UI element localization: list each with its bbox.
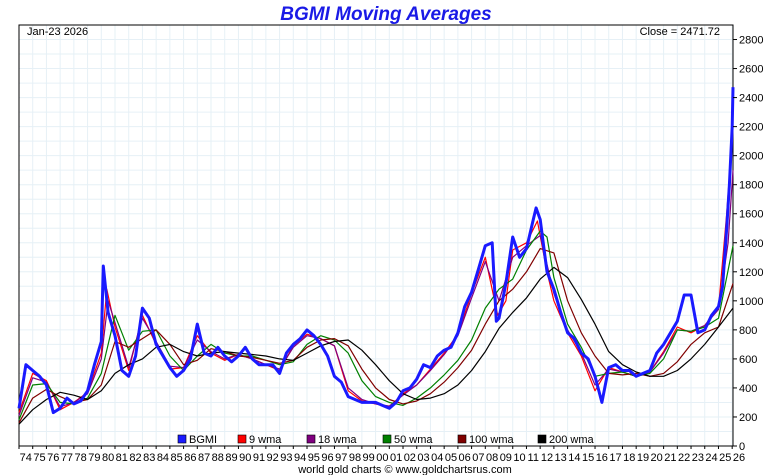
footer-credit: world gold charts © www.goldchartsrus.co… <box>297 464 512 475</box>
legend-label: 18 wma <box>318 434 357 446</box>
legend-label: 50 wma <box>394 434 433 446</box>
y-tick-label: 600 <box>739 354 757 366</box>
y-tick-label: 1400 <box>739 238 763 250</box>
y-tick-label: 2600 <box>739 64 763 76</box>
y-tick-label: 1000 <box>739 296 763 308</box>
y-tick-label: 1200 <box>739 267 763 279</box>
legend-label: 100 wma <box>469 434 515 446</box>
gridlines <box>18 24 733 447</box>
x-tick-label: 87 <box>198 452 210 464</box>
x-tick-label: 76 <box>47 452 59 464</box>
y-tick-label: 400 <box>739 383 757 395</box>
x-tick-label: 12 <box>541 452 553 464</box>
date-label: Jan-23 2026 <box>27 26 88 38</box>
x-tick-label: 85 <box>171 452 183 464</box>
x-tick-label: 04 <box>431 452 443 464</box>
x-tick-label: 15 <box>582 452 594 464</box>
x-tick-label: 11 <box>528 452 539 464</box>
x-tick-label: 82 <box>129 452 141 464</box>
x-tick-label: 74 <box>20 452 32 464</box>
legend-swatch <box>537 434 547 444</box>
y-tick-label: 2400 <box>739 93 763 105</box>
series-line-bgmi <box>17 87 735 415</box>
x-tick-label: 10 <box>513 452 525 464</box>
x-tick-label: 01 <box>390 452 402 464</box>
x-tick-label: 05 <box>445 452 457 464</box>
x-tick-label: 00 <box>376 452 388 464</box>
chart-title: BGMI Moving Averages <box>280 4 492 25</box>
x-tick-label: 79 <box>88 452 100 464</box>
x-tick-label: 21 <box>664 452 676 464</box>
x-tick-label: 25 <box>719 452 731 464</box>
x-tick-label: 20 <box>651 452 663 464</box>
legend-label: 9 wma <box>249 434 282 446</box>
x-tick-label: 09 <box>500 452 512 464</box>
x-tick-label: 06 <box>459 452 471 464</box>
legend-label: 200 wma <box>549 434 595 446</box>
x-tick-label: 84 <box>157 452 169 464</box>
x-tick-label: 86 <box>184 452 196 464</box>
x-tick-label: 94 <box>294 452 306 464</box>
x-tick-label: 98 <box>349 452 361 464</box>
x-tick-label: 91 <box>253 452 265 464</box>
x-tick-label: 13 <box>555 452 567 464</box>
x-tick-label: 22 <box>678 452 690 464</box>
x-tick-label: 03 <box>417 452 429 464</box>
legend-label: BGMI <box>189 434 217 446</box>
x-tick-label: 81 <box>116 452 128 464</box>
x-tick-label: 93 <box>280 452 292 464</box>
x-tick-label: 19 <box>637 452 649 464</box>
y-tick-label: 2800 <box>739 35 763 47</box>
y-axis-ticks: 0 200 400 600 800 1000 1200 1400 1600 1800 2000 220… <box>733 35 763 453</box>
y-tick-label: 1600 <box>739 209 763 221</box>
x-tick-label: 95 <box>308 452 320 464</box>
x-tick-label: 97 <box>335 452 347 464</box>
legend-swatch <box>177 434 187 444</box>
series-group <box>17 87 735 425</box>
x-tick-label: 16 <box>596 452 608 464</box>
y-tick-label: 1800 <box>739 180 763 192</box>
legend-swatch <box>457 434 467 444</box>
series-line-200-wma <box>18 266 734 425</box>
x-tick-label: 24 <box>705 452 717 464</box>
x-tick-label: 08 <box>486 452 498 464</box>
x-tick-label: 90 <box>239 452 251 464</box>
x-tick-label: 80 <box>102 452 114 464</box>
close-label: Close = 2471.72 <box>640 26 720 38</box>
y-tick-label: 2000 <box>739 151 763 163</box>
y-tick-label: 0 <box>739 441 745 453</box>
x-tick-label: 83 <box>143 452 155 464</box>
y-tick-label: 800 <box>739 325 757 337</box>
legend-swatch <box>237 434 247 444</box>
x-tick-label: 89 <box>225 452 237 464</box>
x-tick-label: 92 <box>267 452 279 464</box>
x-tick-label: 96 <box>321 452 333 464</box>
x-tick-label: 02 <box>404 452 416 464</box>
x-tick-label: 07 <box>472 452 484 464</box>
x-tick-label: 75 <box>33 452 45 464</box>
x-tick-label: 17 <box>609 452 621 464</box>
x-tick-label: 88 <box>212 452 224 464</box>
x-tick-label: 78 <box>75 452 87 464</box>
legend: BGMI 9 wma 18 wma 50 wma 100 wma 200 wma <box>177 434 595 446</box>
x-tick-label: 23 <box>692 452 704 464</box>
x-tick-label: 99 <box>363 452 375 464</box>
legend-swatch <box>382 434 392 444</box>
x-axis-ticks: 74 75 76 77 78 79 80 81 82 83 84 85 86 87 88 89 90 91 92 93… <box>18 446 745 464</box>
y-tick-label: 2200 <box>739 122 763 134</box>
x-tick-label: 26 <box>733 452 745 464</box>
x-tick-label: 14 <box>568 452 580 464</box>
x-tick-label: 77 <box>61 452 73 464</box>
x-tick-label: 18 <box>623 452 635 464</box>
y-tick-label: 200 <box>739 412 757 424</box>
legend-swatch <box>306 434 316 444</box>
